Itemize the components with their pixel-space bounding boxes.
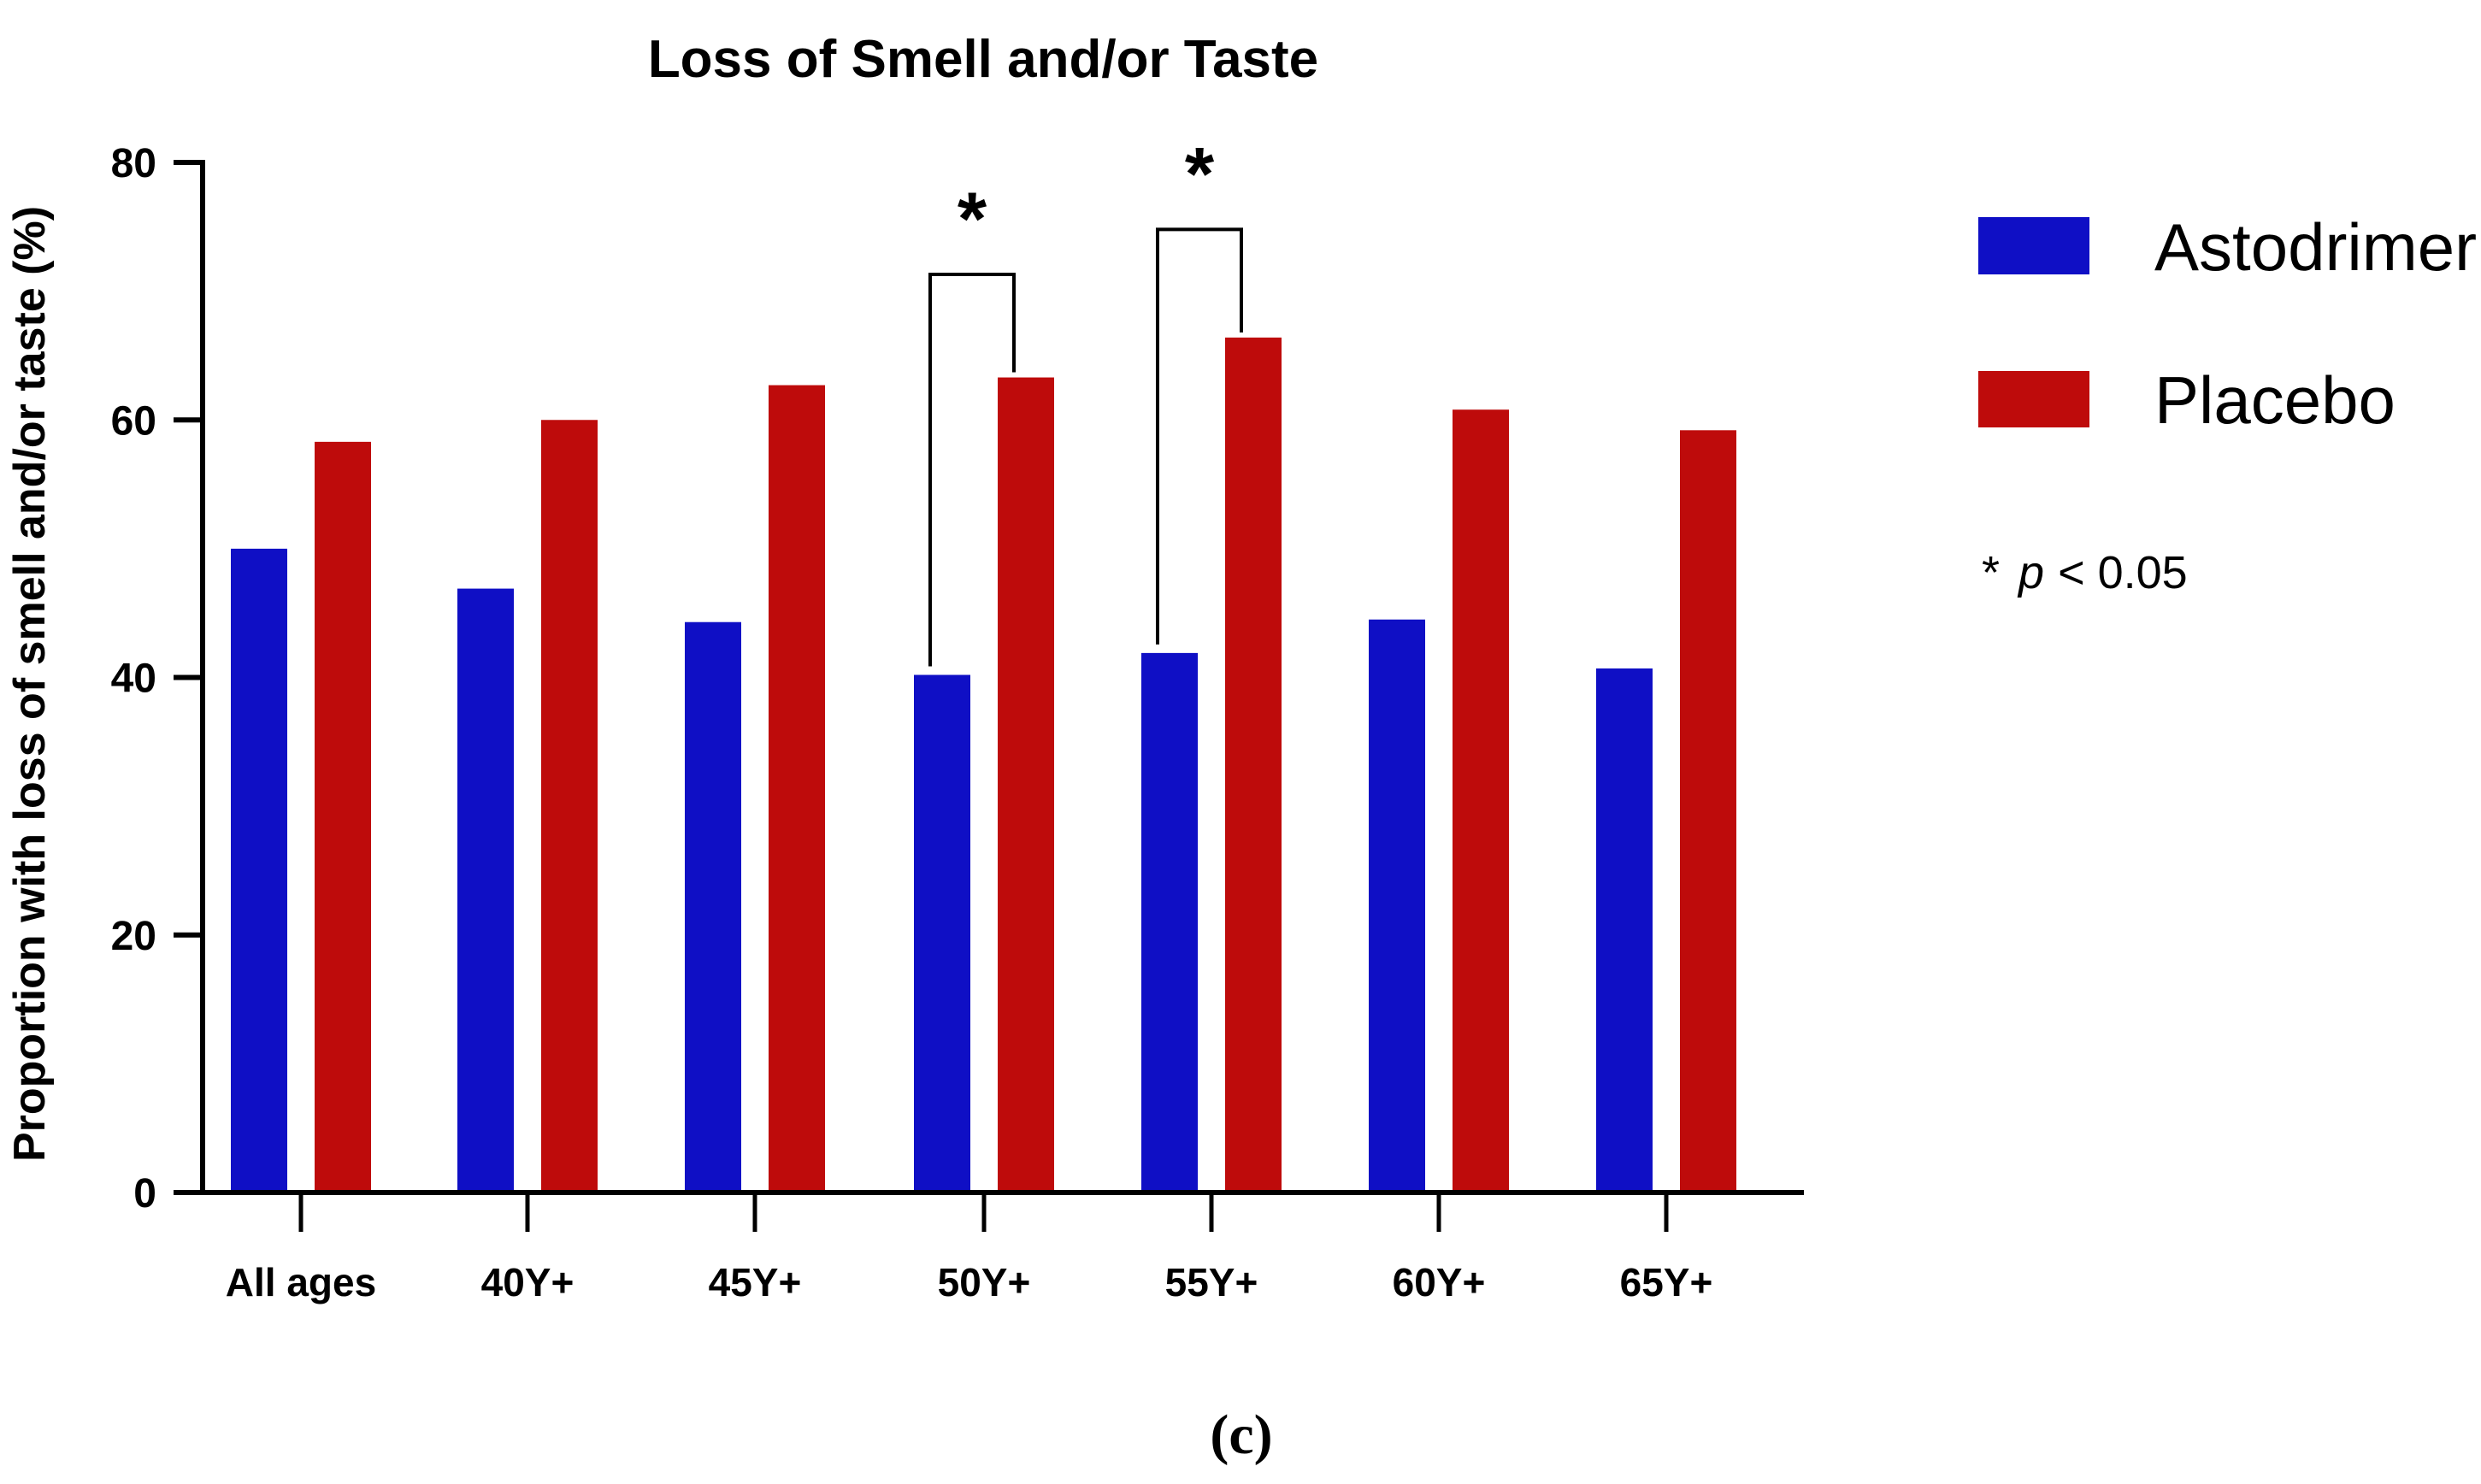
- bar-placebo-50y: [998, 377, 1054, 1192]
- axes-group: [174, 160, 1804, 1232]
- bar-astodrimer-65y: [1596, 668, 1653, 1192]
- x-category-label-all-ages: All ages: [226, 1260, 376, 1304]
- bar-placebo-55y: [1225, 337, 1282, 1193]
- note-star: *: [1982, 547, 2000, 598]
- chart-title: Loss of Smell and/or Taste: [648, 30, 1318, 89]
- bar-placebo-60y: [1453, 409, 1509, 1192]
- legend-swatch-astodrimer: [1978, 217, 2089, 274]
- bar-astodrimer-55y: [1141, 652, 1198, 1192]
- x-category-label-40y: 40Y+: [481, 1260, 575, 1304]
- y-tick-label-80: 80: [111, 141, 156, 186]
- y-tick-label-60: 60: [111, 398, 156, 444]
- significance-star-50y: *: [958, 176, 987, 261]
- y-axis-label: Proportion with loss of smell and/or tas…: [5, 206, 55, 1162]
- note-p-symbol: p: [2017, 547, 2044, 598]
- y-tick-label-20: 20: [111, 914, 156, 959]
- significance-star-55y: *: [1185, 131, 1215, 215]
- bar-astodrimer-40y: [457, 588, 514, 1192]
- x-category-label-60y: 60Y+: [1393, 1260, 1486, 1304]
- bar-astodrimer-45y: [685, 621, 741, 1192]
- x-category-label-50y: 50Y+: [938, 1260, 1031, 1304]
- bar-astodrimer-60y: [1369, 619, 1425, 1192]
- y-tick-label-40: 40: [111, 657, 156, 702]
- bar-placebo-40y: [541, 420, 598, 1192]
- x-category-label-45y: 45Y+: [709, 1260, 802, 1304]
- legend-label-astodrimer: Astodrimer: [2154, 209, 2477, 285]
- significance-bracket-55y: [1156, 227, 1243, 645]
- bar-astodrimer-50y: [914, 674, 970, 1192]
- bar-placebo-all-ages: [315, 441, 371, 1192]
- legend-swatch-placebo: [1978, 371, 2089, 427]
- significance-bracket-50y: [928, 273, 1016, 667]
- significance-group: **: [928, 131, 1243, 667]
- bar-astodrimer-all-ages: [231, 548, 287, 1192]
- bar-placebo-65y: [1680, 430, 1736, 1192]
- note-comparison: < 0.05: [2058, 547, 2188, 598]
- significance-note: * p < 0.05: [1982, 547, 2188, 598]
- bars-group: [231, 337, 1736, 1193]
- legend: Astodrimer Placebo * p < 0.05: [1978, 209, 2477, 598]
- figure-caption: (c): [1210, 1404, 1272, 1466]
- bar-placebo-45y: [769, 385, 825, 1192]
- y-tick-labels-group: 0 20 40 60 80: [111, 141, 156, 1216]
- x-category-label-55y: 55Y+: [1165, 1260, 1258, 1304]
- y-tick-label-0: 0: [133, 1171, 156, 1216]
- x-category-labels-group: All ages 40Y+ 45Y+ 50Y+ 55Y+ 60Y+ 65Y+: [226, 1260, 1713, 1304]
- x-category-label-65y: 65Y+: [1620, 1260, 1713, 1304]
- legend-label-placebo: Placebo: [2154, 362, 2396, 438]
